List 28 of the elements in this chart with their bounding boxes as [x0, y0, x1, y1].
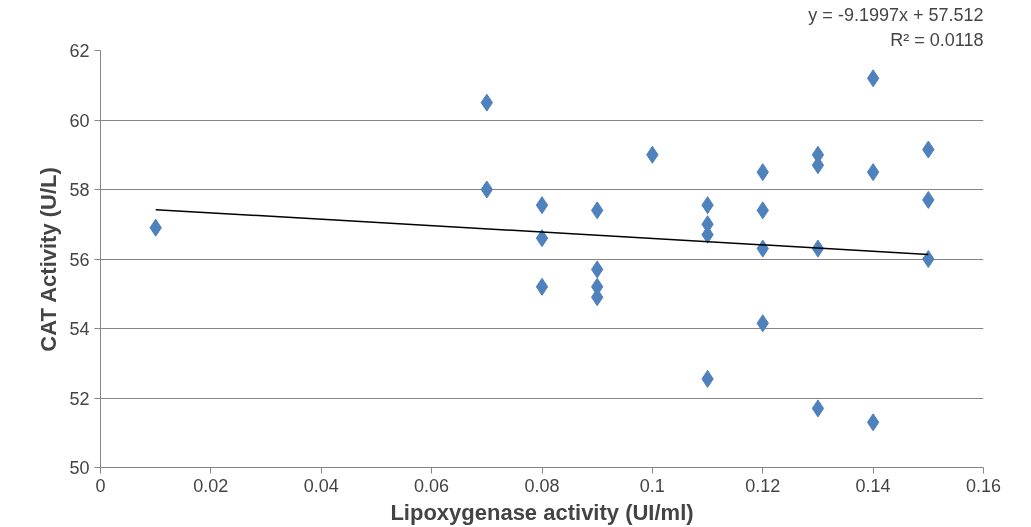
text: R² = 0.0118 [890, 29, 984, 50]
point [535, 277, 549, 296]
point [811, 399, 825, 418]
y-tick-label: 52 [69, 388, 90, 409]
x-tick-label: 0.1 [639, 475, 665, 496]
point [866, 163, 880, 182]
point [535, 229, 549, 248]
text: y = -9.1997x + 57.512 [808, 4, 984, 25]
point [922, 250, 935, 268]
x-tick-label: 0 [95, 475, 106, 496]
x-tick-label: 0.14 [855, 475, 891, 496]
x-tick-label: 0.06 [414, 475, 450, 496]
point [866, 413, 880, 432]
y-tick-label: 56 [69, 249, 90, 270]
y-tick-label: 58 [69, 180, 90, 200]
x-tick-label: 0.16 [965, 475, 1002, 496]
y-tick-label: 54 [69, 319, 90, 339]
y-axis-title: CAT Activity (U/L) [36, 167, 62, 352]
x-axis-title: Lipoxygenase activity (UI/ml) [390, 499, 694, 525]
y-tick-label: 50 [69, 458, 90, 478]
x-tick-label: 0.02 [193, 475, 229, 496]
x-tick-label: 0.08 [524, 475, 560, 496]
point [535, 196, 549, 215]
x-tick-label: 0.12 [745, 475, 781, 496]
y-tick-label: 62 [69, 41, 90, 61]
x-tick-label: 0.04 [303, 475, 339, 496]
point [866, 69, 880, 88]
y-tick-label: 60 [69, 110, 90, 131]
